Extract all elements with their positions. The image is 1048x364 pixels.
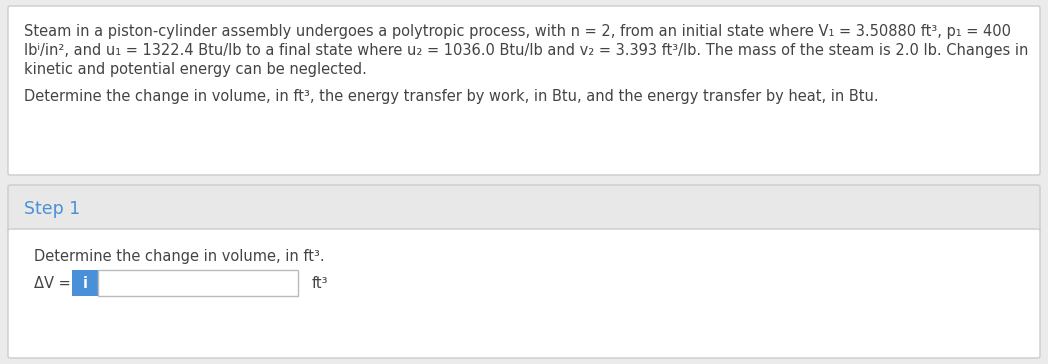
Text: Determine the change in volume, in ft³.: Determine the change in volume, in ft³.: [34, 249, 325, 264]
Text: Steam in a piston-cylinder assembly undergoes a polytropic process, with n = 2, : Steam in a piston-cylinder assembly unde…: [24, 24, 1011, 39]
FancyBboxPatch shape: [99, 270, 298, 296]
Text: i: i: [83, 276, 87, 290]
Text: ft³: ft³: [312, 276, 328, 290]
Text: lbⁱ/in², and u₁ = 1322.4 Btu/lb to a final state where u₂ = 1036.0 Btu/lb and v₂: lbⁱ/in², and u₁ = 1322.4 Btu/lb to a fin…: [24, 43, 1028, 58]
FancyBboxPatch shape: [72, 270, 99, 296]
Text: Determine the change in volume, in ft³, the energy transfer by work, in Btu, and: Determine the change in volume, in ft³, …: [24, 89, 878, 104]
Text: kinetic and potential energy can be neglected.: kinetic and potential energy can be negl…: [24, 62, 367, 77]
Text: ΔV =: ΔV =: [34, 276, 75, 290]
FancyBboxPatch shape: [8, 229, 1040, 358]
FancyBboxPatch shape: [8, 185, 1040, 233]
Text: Step 1: Step 1: [24, 200, 81, 218]
FancyBboxPatch shape: [8, 6, 1040, 175]
